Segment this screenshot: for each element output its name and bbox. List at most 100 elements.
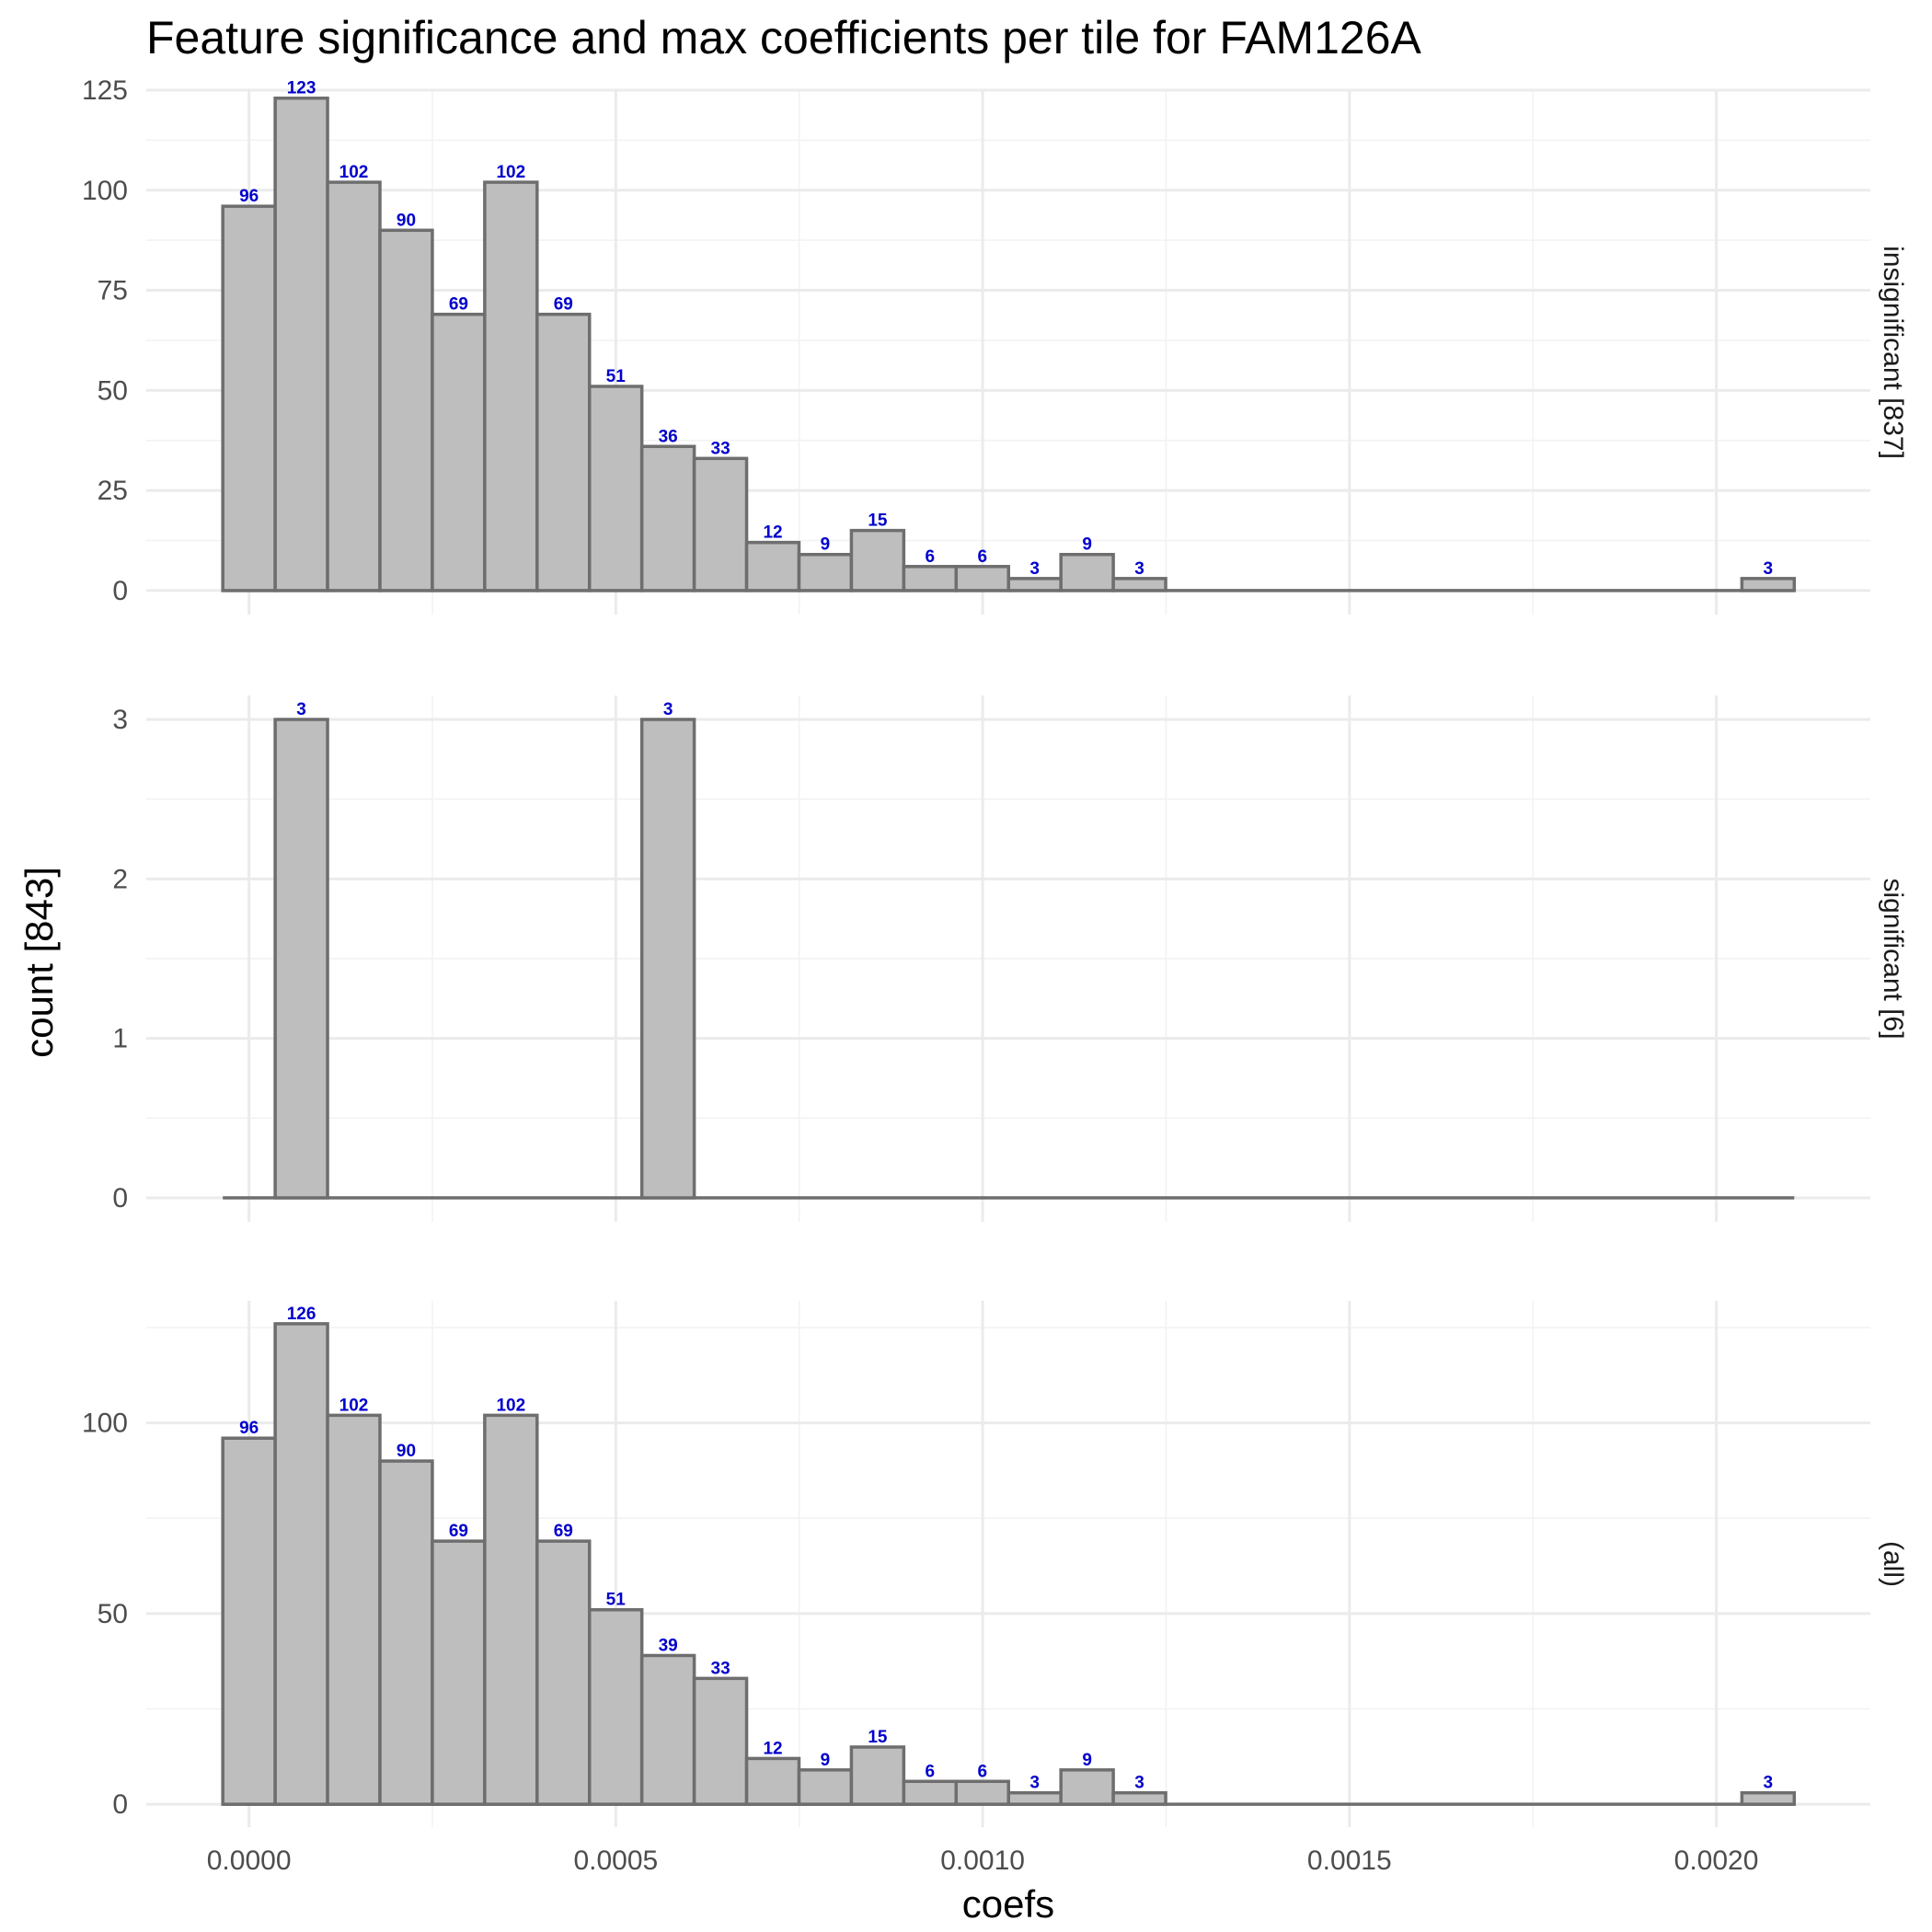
facet-strip-label: insignificant [837] — [1878, 246, 1908, 459]
histogram-bar — [535, 312, 592, 592]
histogram-bar — [535, 1539, 592, 1806]
histogram-bar — [273, 1322, 329, 1806]
y-tick-label: 50 — [98, 1599, 128, 1629]
y-tick-label: 0 — [112, 1183, 128, 1213]
histogram-bar — [954, 1779, 1010, 1806]
bar-count-label: 3 — [1764, 1774, 1774, 1793]
histogram-bar — [378, 1459, 434, 1806]
bar-count-label: 96 — [239, 1419, 259, 1438]
histogram-bar — [273, 96, 329, 592]
y-tick-label: 75 — [98, 276, 128, 306]
x-tick-label: 0.0005 — [573, 1846, 658, 1876]
facet-strip-label: significant [6] — [1878, 878, 1908, 1039]
bar-count-label: 90 — [397, 1442, 416, 1461]
bar-count-label: 90 — [397, 211, 416, 230]
y-tick-label: 0 — [112, 1789, 128, 1820]
histogram-bar — [1059, 1768, 1115, 1806]
histogram-bar — [692, 1676, 749, 1806]
bar-count-label: 69 — [554, 1522, 573, 1541]
bar-count-label: 3 — [1134, 1774, 1144, 1793]
bar-count-label: 6 — [926, 547, 936, 567]
bar-count-label: 3 — [663, 700, 673, 719]
bar-count-label: 12 — [763, 1739, 782, 1758]
y-tick-label: 3 — [112, 705, 128, 735]
histogram-bar — [326, 1413, 382, 1806]
histogram-bar — [849, 1745, 906, 1806]
histogram-bar — [1006, 1790, 1063, 1806]
histogram-bar — [221, 1436, 277, 1806]
bar-count-label: 9 — [821, 1751, 831, 1770]
bar-count-label: 3 — [1029, 1774, 1040, 1793]
bar-count-label: 51 — [606, 367, 627, 386]
histogram-bar — [639, 1653, 696, 1806]
y-tick-label: 1 — [112, 1024, 128, 1054]
bar-count-label: 123 — [287, 79, 316, 98]
bar-count-label: 12 — [763, 523, 782, 543]
bar-count-label: 9 — [1082, 1751, 1092, 1770]
bar-count-label: 51 — [606, 1591, 627, 1610]
histogram-bar — [483, 1413, 539, 1806]
histogram-bar — [849, 528, 906, 592]
bar-count-label: 96 — [239, 187, 259, 206]
histogram-bar — [221, 204, 277, 592]
histogram-bar — [744, 540, 801, 592]
histogram-bar — [483, 180, 539, 592]
histogram-bar — [954, 565, 1010, 592]
histogram-bar — [1111, 577, 1167, 592]
bar-count-label: 6 — [926, 1762, 936, 1781]
chart-title: Feature significance and max coefficient… — [146, 12, 1422, 63]
histogram-bar — [587, 385, 644, 592]
bar-count-label: 15 — [868, 512, 888, 531]
histogram-bar — [639, 718, 696, 1200]
histogram-bar — [797, 1768, 854, 1806]
histogram-bar — [902, 565, 959, 592]
x-tick-label: 0.0020 — [1674, 1846, 1759, 1876]
histogram-bar — [378, 228, 434, 592]
panels-layer: 0255075100125961231029069102695136331291… — [82, 75, 1908, 1827]
panel-2: 0 1 2 3 3 3 significant [6] — [112, 696, 1908, 1222]
histogram-bar — [744, 1756, 801, 1806]
histogram-bar — [587, 1607, 644, 1806]
bar-count-label: 39 — [659, 1636, 678, 1655]
histogram-bar — [431, 1539, 487, 1806]
y-tick-label: 100 — [82, 176, 128, 206]
histogram-bar — [1006, 577, 1063, 592]
bar-count-label: 102 — [496, 1396, 525, 1415]
bar-count-label: 126 — [287, 1305, 316, 1324]
bar-count-label: 33 — [711, 1659, 730, 1678]
bar-count-label: 69 — [449, 295, 468, 315]
bar-count-label: 3 — [296, 700, 306, 719]
histogram-bar — [1740, 577, 1797, 592]
bar-count-label: 9 — [821, 535, 831, 555]
panel-1: 0255075100125961231029069102695136331291… — [82, 75, 1908, 615]
histogram-bar — [692, 456, 749, 592]
bar-count-label: 6 — [977, 1762, 987, 1781]
bar-count-label: 3 — [1764, 559, 1774, 579]
y-tick-label: 100 — [82, 1409, 128, 1439]
bar-count-label: 3 — [1134, 559, 1144, 579]
y-tick-label: 50 — [98, 375, 128, 406]
x-tick-label: 0.0015 — [1307, 1846, 1392, 1876]
bar-count-label: 9 — [1082, 535, 1092, 555]
bar-count-label: 3 — [1029, 559, 1040, 579]
x-tick-label: 0.0010 — [940, 1846, 1025, 1876]
y-tick-label: 2 — [112, 864, 128, 894]
bar-count-label: 102 — [496, 163, 525, 182]
x-axis: 0.0000 0.0005 0.0010 0.0015 0.0020 — [207, 1846, 1759, 1876]
histogram-bar — [431, 312, 487, 592]
bar-count-label: 15 — [868, 1728, 888, 1747]
histogram-bar — [1111, 1790, 1167, 1806]
y-axis-title: count [843] — [17, 867, 61, 1058]
y-tick-label: 125 — [82, 75, 128, 106]
bar-count-label: 33 — [711, 439, 730, 458]
bar-count-label: 36 — [659, 427, 678, 446]
histogram-bar — [639, 444, 696, 592]
facet-strip-label: (all) — [1878, 1541, 1908, 1587]
x-axis-title: coefs — [962, 1882, 1054, 1926]
bar-count-label: 69 — [554, 295, 573, 315]
y-tick-label: 25 — [98, 476, 128, 506]
histogram-bar — [1740, 1790, 1797, 1806]
